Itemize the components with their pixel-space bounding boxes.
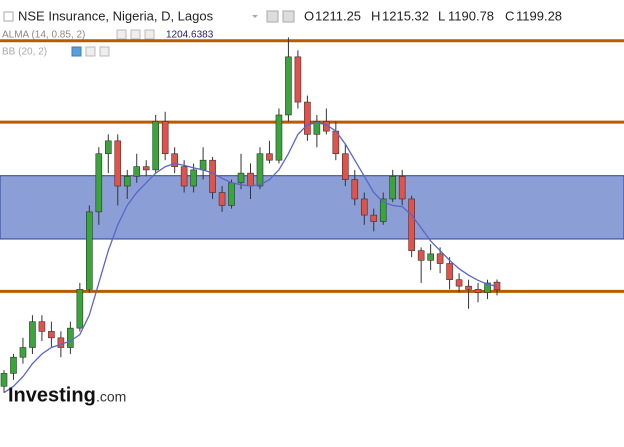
candle-body [0,373,8,387]
dropdown-icon[interactable] [252,15,258,18]
candle-body [247,172,254,187]
ohlc-value: 1211.25 [315,8,361,23]
indicator-label: BB (20, 2) [2,47,47,58]
settings-icon[interactable] [282,10,295,23]
candle-body [67,327,74,348]
candle-body [266,153,273,161]
logo-text: Investing [8,384,96,406]
candle-body [123,176,131,187]
indicator-label: ALMA (14, 0.85, 2) [2,30,85,41]
candle-body [10,356,17,374]
icon[interactable] [3,11,14,22]
candle-body [304,101,311,135]
indicator-icon[interactable] [85,46,96,57]
candle-body [313,121,321,135]
candle-body [86,211,93,290]
candle-body [171,153,178,167]
candle-body [408,198,415,251]
ohlc-value: 1215.32 [382,8,429,23]
candle-body [351,179,359,200]
candle-body [161,121,169,155]
candle-body [256,153,264,187]
candle-body [484,282,491,293]
candle-body [427,253,434,261]
candle-body [342,153,349,180]
candle-body [152,121,159,171]
candle-body [294,56,302,103]
ohlc-value: 1199.28 [516,8,562,23]
indicator-icon[interactable] [130,29,141,40]
candle-body [465,285,472,290]
candle-body [370,214,378,222]
candle-body [389,176,397,200]
candle-body [104,140,112,155]
candle-body [218,192,226,206]
candle-body [237,172,245,184]
candle-body [209,159,216,193]
candle-body [417,250,425,261]
plot-area [0,37,624,394]
ohlc-label: L [438,8,445,23]
candle-body [455,279,463,287]
logo: Investing .com [8,384,126,406]
ohlc-label: H [371,8,380,23]
candle-body [19,347,27,358]
candle-body [474,289,482,293]
indicator-icon[interactable] [116,29,127,40]
indicator-icon[interactable] [99,46,110,57]
candle-body [398,176,406,200]
indicator-value: 1204.6383 [166,30,214,41]
candle-body [142,166,150,171]
candle-body [95,153,103,213]
candle-body [133,166,141,177]
logo-suffix: .com [96,389,126,405]
candle-body [180,166,188,187]
candle-body [446,263,453,280]
candle-body [190,169,197,187]
candle-body [114,140,122,187]
ohlc-label: C [505,8,514,23]
settings-icon[interactable] [266,10,279,23]
candle-body [57,337,65,348]
candle-body [48,331,55,339]
candle-body [285,56,292,116]
indicator-icon[interactable] [71,46,82,57]
candle-body [360,198,368,216]
ohlc-label: O [304,8,314,23]
candle-body [76,289,84,329]
candle-body [275,114,283,161]
alma-line [3,122,498,394]
header: NSE Insurance, Nigeria, D, Lagos O 1211.… [2,8,562,57]
candle-body [38,321,46,332]
chart-title: NSE Insurance, Nigeria, D, Lagos [18,8,214,23]
candle-body [379,198,387,222]
ohlc-value: 1190.78 [448,8,494,23]
candle-body [199,159,207,171]
candle-body [29,321,36,348]
indicator-icon[interactable] [144,29,155,40]
candle-body [436,253,444,264]
candle-body [228,182,235,206]
zone [0,175,624,240]
